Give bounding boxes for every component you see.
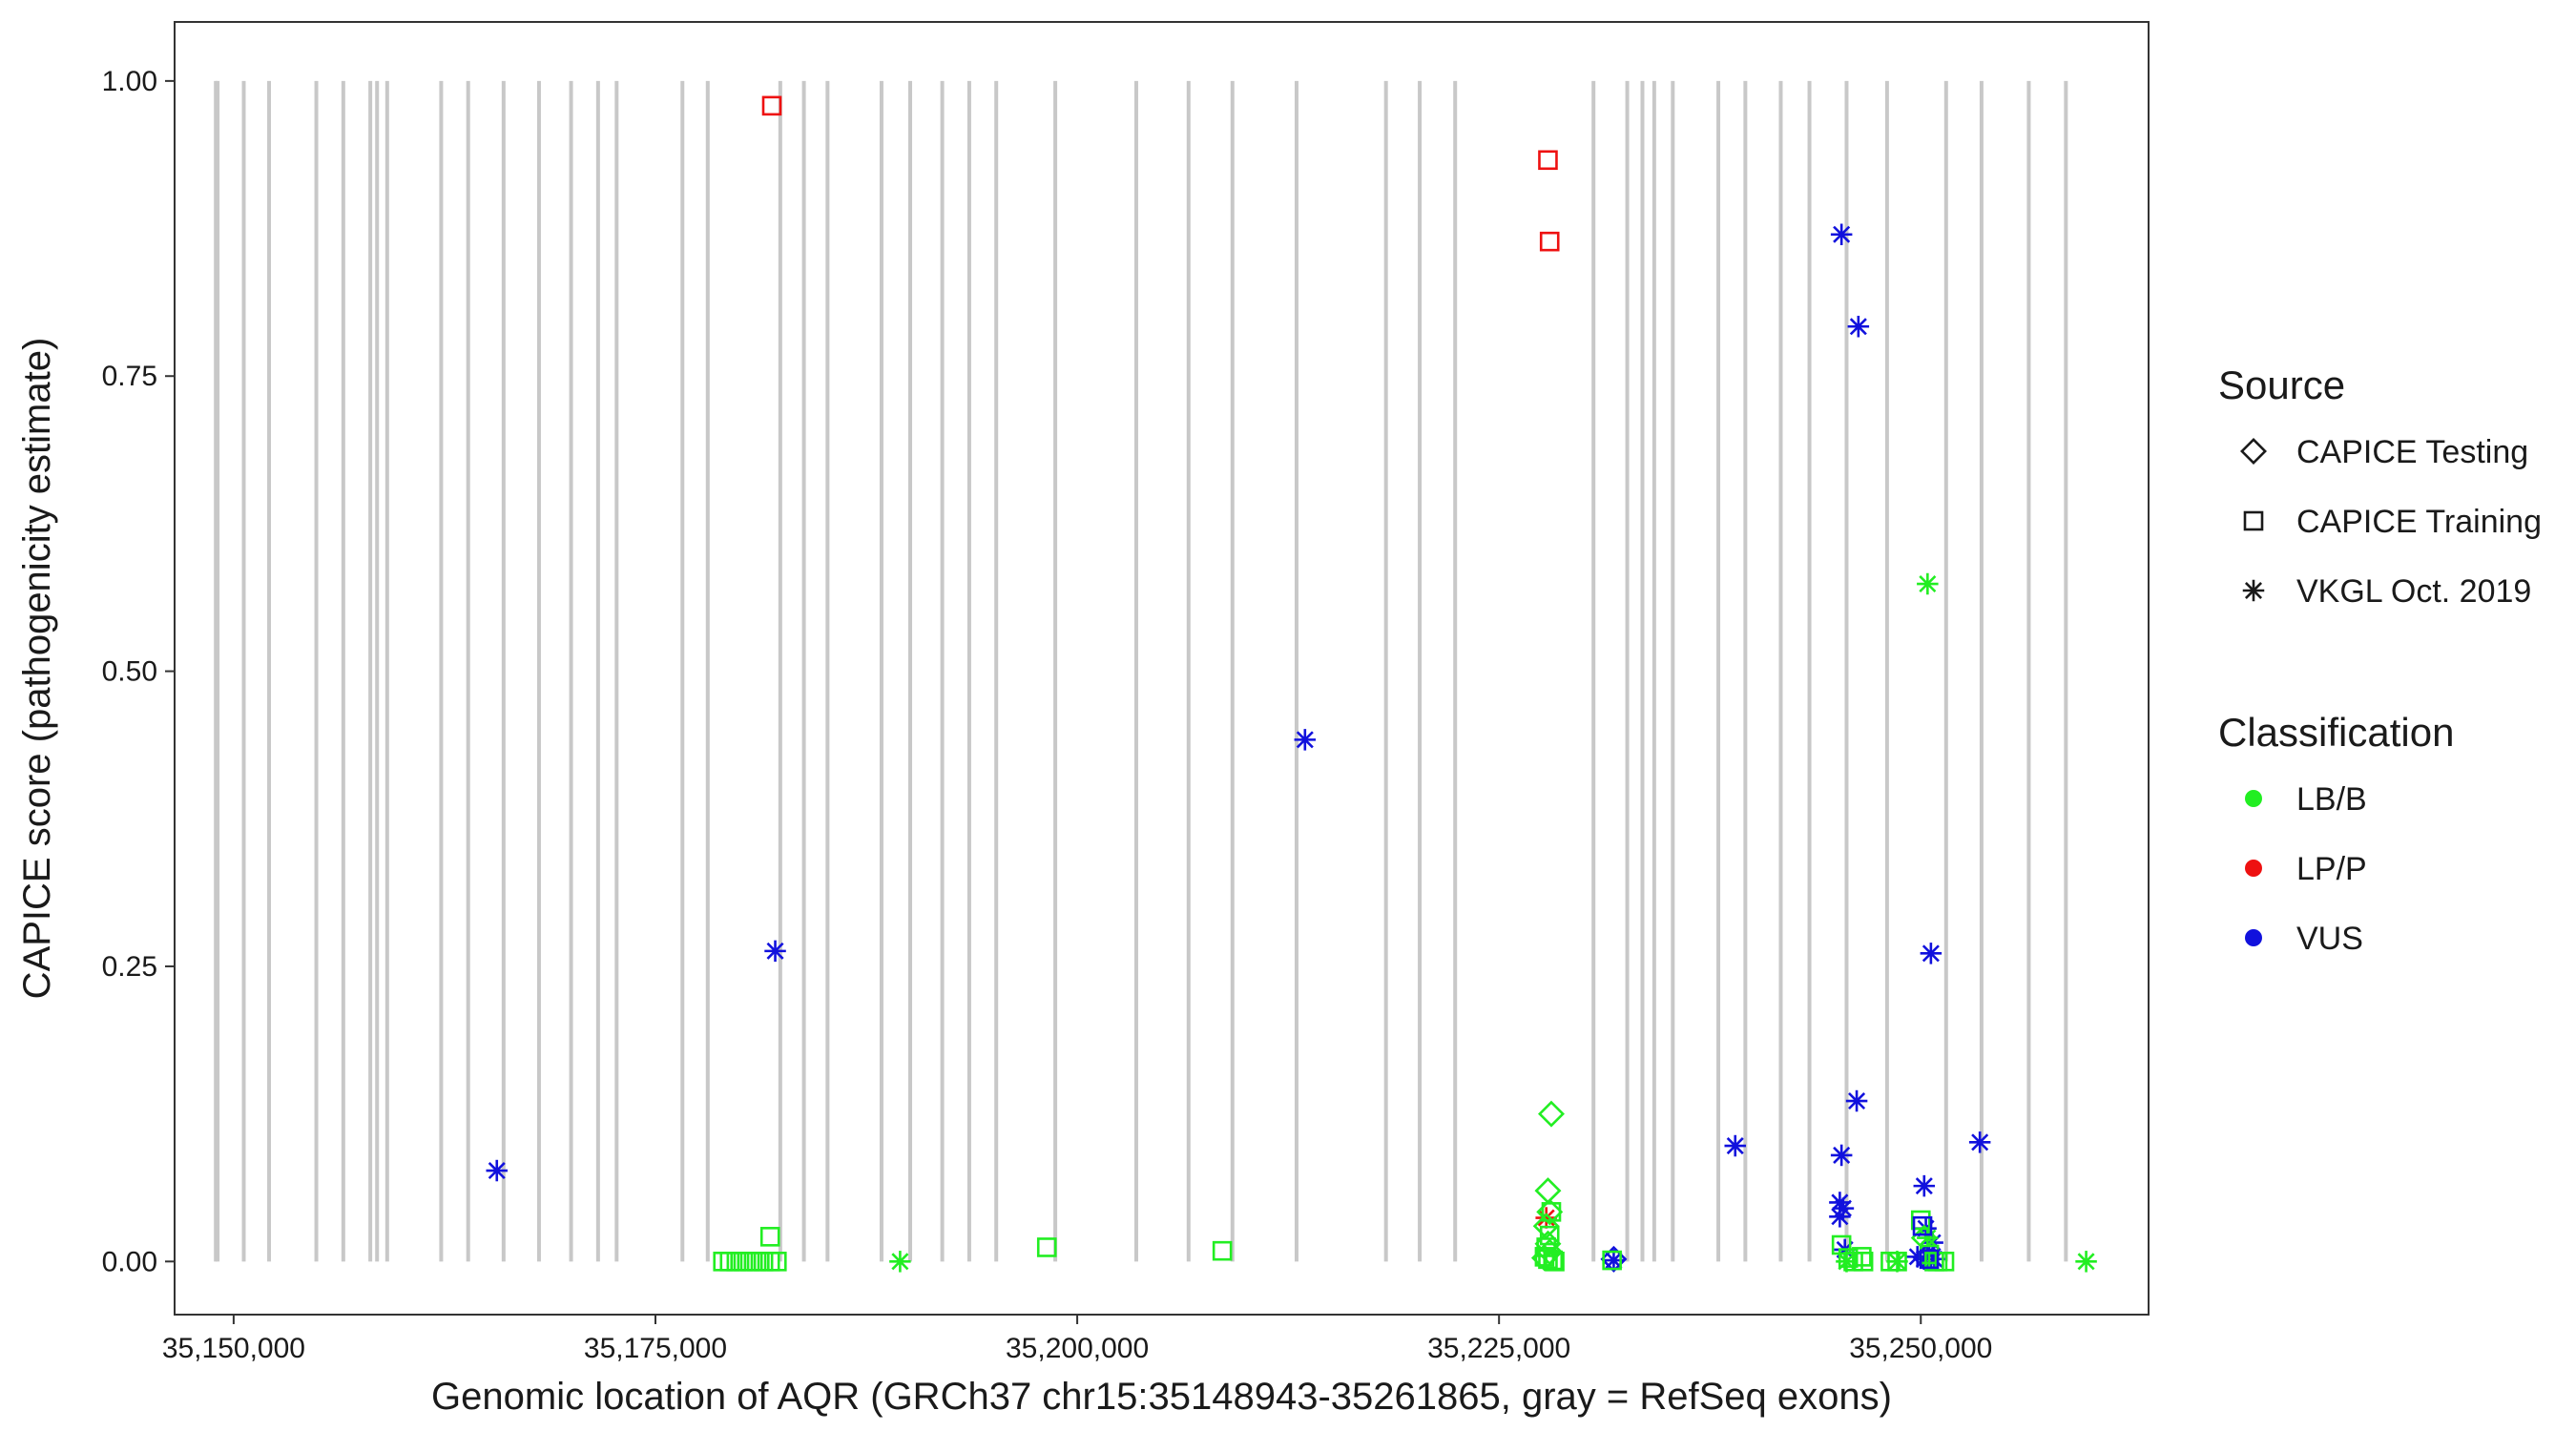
data-point <box>1541 1202 1562 1222</box>
legend-classification-label: VUS <box>2296 921 2363 957</box>
y-tick-label: 0.00 <box>102 1246 157 1277</box>
data-point <box>759 1227 780 1247</box>
data-point <box>1852 1247 1872 1267</box>
data-point <box>1539 1225 1560 1246</box>
legend-source-label: CAPICE Training <box>2296 504 2542 540</box>
legend-classification-key <box>2245 860 2262 877</box>
legend-classification-key <box>2245 929 2262 946</box>
legend-source-label: VKGL Oct. 2019 <box>2296 573 2531 610</box>
data-point <box>1847 316 1870 338</box>
data-point <box>1212 1240 1233 1261</box>
data-point <box>764 940 786 963</box>
data-points <box>486 95 2097 1273</box>
data-point <box>1830 1144 1853 1167</box>
x-tick-label: 35,150,000 <box>162 1333 305 1364</box>
legend-source-key <box>2242 579 2265 602</box>
legend-classification-items: LB/B LP/P VUS <box>2245 781 2367 957</box>
data-point <box>1036 1237 1057 1257</box>
legend-source-key <box>2243 510 2264 531</box>
data-point <box>889 1251 911 1273</box>
data-point <box>1919 1249 1940 1270</box>
data-point <box>1920 943 1942 964</box>
data-point <box>1724 1134 1746 1157</box>
data-point <box>1539 231 1560 252</box>
y-tick-label: 0.75 <box>102 361 157 392</box>
data-point <box>1538 1100 1565 1128</box>
data-point <box>1913 1174 1936 1197</box>
x-tick-label: 35,200,000 <box>1006 1333 1149 1364</box>
x-tick-label: 35,225,000 <box>1427 1333 1570 1364</box>
x-axis: 35,150,000 35,175,000 35,200,000 35,225,000… <box>162 1315 1992 1364</box>
legend-source-title: Source <box>2218 363 2345 407</box>
exon-lines <box>214 80 2068 1262</box>
x-tick-label: 35,175,000 <box>584 1333 727 1364</box>
data-point <box>1924 1252 1944 1272</box>
data-point <box>1887 1252 1907 1272</box>
y-tick-label: 0.50 <box>102 656 157 688</box>
data-point <box>761 95 782 116</box>
data-point <box>1831 1234 1852 1255</box>
data-point <box>1934 1252 1955 1272</box>
legend-classification-label: LP/P <box>2296 851 2367 887</box>
data-point <box>1838 1248 1859 1268</box>
y-axis: 0.00 0.25 0.50 0.75 1.00 <box>102 66 175 1277</box>
data-point <box>1912 1215 1933 1236</box>
data-point <box>1968 1131 1991 1153</box>
x-tick-label: 35,250,000 <box>1849 1333 1992 1364</box>
data-point <box>486 1159 509 1182</box>
legend-source-key <box>2240 438 2267 465</box>
data-point <box>1545 1252 1565 1272</box>
data-point <box>1829 1206 1851 1228</box>
data-point <box>2075 1251 2097 1273</box>
data-point <box>1538 150 1558 171</box>
legend-classification-title: Classification <box>2218 710 2454 755</box>
legend-source-label: CAPICE Testing <box>2296 434 2528 470</box>
data-point <box>1910 1210 1931 1231</box>
data-point <box>767 1252 787 1272</box>
plot-panel-border <box>174 21 2150 1316</box>
legend-source-items: CAPICE Testing CAPICE Training VKGL Oct. 2… <box>2240 434 2542 610</box>
y-tick-label: 1.00 <box>102 66 157 97</box>
legend-classification-label: LB/B <box>2296 781 2367 818</box>
data-point <box>1845 1089 1868 1112</box>
legend-classification-key <box>2245 790 2262 807</box>
y-tick-label: 0.25 <box>102 951 157 983</box>
data-point <box>1294 729 1317 751</box>
y-axis-title: CAPICE score (pathogenicity estimate) <box>16 338 58 1000</box>
data-point <box>1917 572 1939 595</box>
legend: Source CAPICE Testing CAPICE Training VKGL… <box>2218 363 2542 957</box>
data-point <box>1602 1250 1622 1271</box>
x-axis-title: Genomic location of AQR (GRCh37 chr15:35… <box>431 1376 1892 1418</box>
data-point <box>1830 223 1853 245</box>
data-point <box>1853 1252 1874 1272</box>
data-point <box>1886 1251 1908 1273</box>
